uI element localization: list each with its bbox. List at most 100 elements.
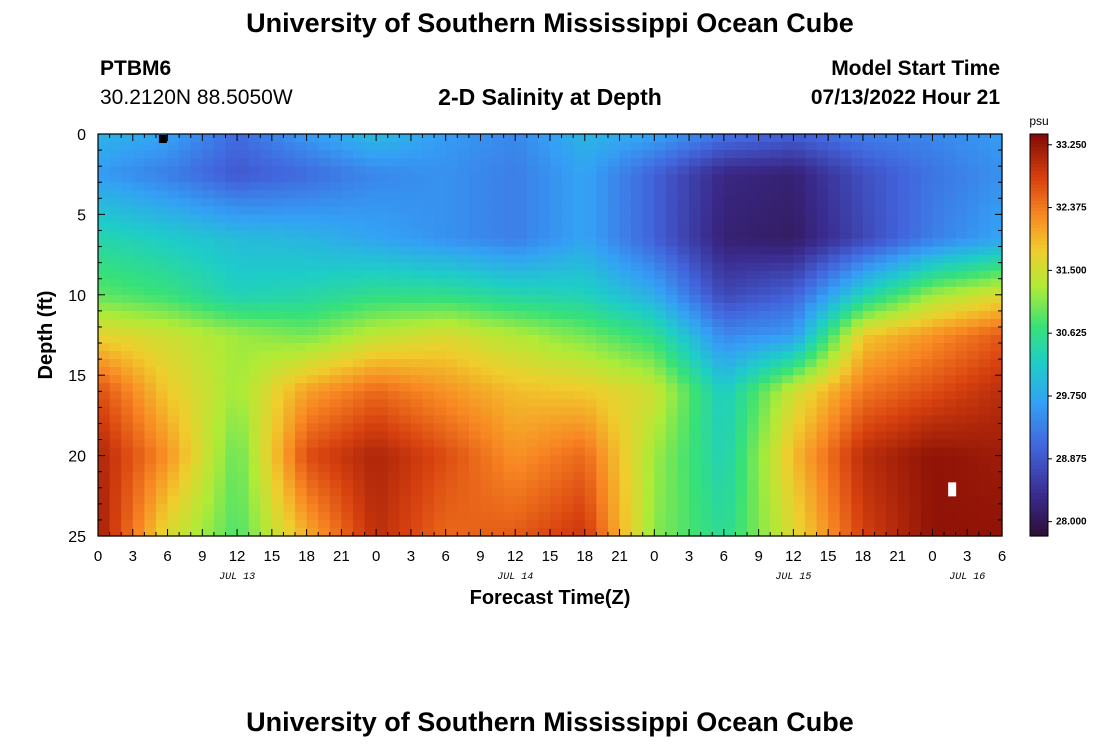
heat-cell [920,447,934,457]
heat-cell [144,286,157,296]
heat-cell [897,495,910,505]
heat-cell [387,302,400,312]
heat-cell [677,190,690,199]
heat-cell [213,415,227,425]
colorbar-segment [1030,180,1048,185]
heat-cell [480,222,493,232]
heat-cell [515,519,528,529]
heat-cell [387,359,400,368]
heat-cell [295,343,308,352]
heat-cell [318,286,331,296]
heat-cell [306,375,319,384]
heat-cell [747,335,760,344]
heat-cell [260,511,273,521]
heat-cell [318,142,331,151]
heat-cell [677,310,690,320]
heat-cell [828,278,841,288]
heat-cell [665,479,679,489]
heat-cell [492,214,505,224]
heat-cell [723,519,737,529]
heat-cell [225,519,238,529]
heat-cell [689,230,702,240]
heat-cell [955,463,968,473]
heat-cell [202,359,215,368]
heat-cell [144,254,157,264]
heat-cell [155,326,169,336]
colorbar-segment [1030,237,1048,242]
heat-cell [318,198,331,207]
heat-cell [967,503,980,513]
heat-cell [434,407,447,416]
heat-cell [515,415,528,425]
heat-cell [631,359,644,368]
heat-cell [735,246,748,256]
colorbar-segment [1030,499,1048,504]
heat-cell [468,351,482,360]
heat-cell [167,278,180,288]
x-tick-label: 0 [928,548,936,565]
heat-cell [318,206,331,215]
heat-cell [747,527,760,537]
heat-cell [642,190,655,199]
heat-cell [839,278,852,288]
heat-cell [167,134,180,143]
heat-cell [98,206,111,215]
heat-cell [828,423,841,433]
heat-cell [295,222,308,232]
heat-cell [642,383,655,392]
heat-cell [515,206,528,215]
heat-cell [341,375,354,384]
heat-cell [283,343,296,352]
heat-cell [202,302,215,312]
heat-cell [677,399,690,408]
heat-cell [306,262,319,272]
heat-cell [677,463,690,473]
heat-cell [677,134,690,143]
heat-cell [955,190,968,199]
heat-cell [167,471,180,481]
heat-cell [770,246,783,256]
heat-cell [909,463,922,473]
heat-cell [758,142,771,151]
heat-cell [387,391,400,400]
heat-cell [98,519,111,529]
heat-cell [584,447,597,457]
heat-cell [202,158,215,167]
heat-cell [283,503,296,513]
heat-cell [387,150,400,159]
heat-cell [352,230,366,240]
heat-cell [410,375,424,384]
heat-cell [132,158,145,167]
heat-cell [364,439,377,449]
heat-cell [550,246,563,256]
heat-cell [665,335,679,344]
heat-cell [271,335,285,344]
heat-cell [816,158,829,167]
heat-cell [376,391,389,400]
colorbar-segment [1030,525,1048,530]
heat-cell [538,310,551,320]
heat-cell [944,318,957,328]
heat-cell [538,447,551,457]
heat-cell [816,262,829,272]
heat-cell [631,254,644,264]
heat-cell [410,150,424,159]
heat-cell [920,158,934,167]
heat-cell [318,423,331,433]
heat-cell [144,335,157,344]
heat-cell [283,246,296,256]
heat-cell [457,359,470,368]
heat-cell [213,487,227,497]
heat-cell [341,423,354,433]
heat-cell [839,222,852,232]
heat-cell [225,527,238,537]
heat-cell [98,230,111,240]
colorbar-segment [1030,432,1048,437]
heat-cell [700,238,713,248]
heat-cell [515,503,528,513]
heat-cell [364,134,377,143]
heat-cell [874,423,887,433]
heat-cell [329,278,342,288]
heat-cell [735,335,748,344]
heat-cell [283,318,296,328]
